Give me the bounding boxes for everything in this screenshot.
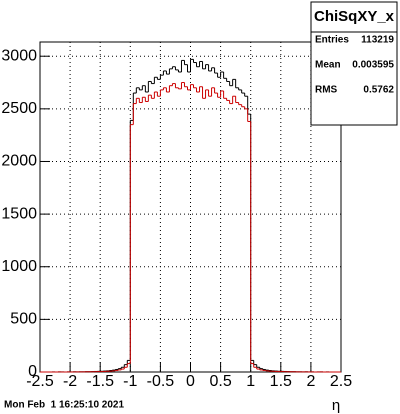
x-tick-label: -1	[123, 373, 137, 390]
stats-label: Entries	[315, 35, 349, 46]
y-tick-label: 2000	[1, 153, 37, 170]
x-tick-label: -2	[63, 373, 77, 390]
stats-value: 0.003595	[352, 60, 394, 71]
x-tick-label: 0	[186, 373, 195, 390]
stats-value: 0.5762	[363, 85, 394, 96]
x-axis-label: η	[332, 397, 340, 414]
y-tick-label: 500	[10, 311, 37, 328]
x-tick-label: -0.5	[147, 373, 175, 390]
stats-title: ChiSqXY_x	[314, 8, 395, 25]
stats-frame	[310, 1, 398, 126]
y-tick-label: 2500	[1, 100, 37, 117]
y-tick-label: 0	[28, 363, 37, 380]
x-tick-label: -2.5	[26, 373, 54, 390]
stats-value: 113219	[361, 35, 394, 46]
stats-label: RMS	[315, 85, 338, 96]
y-tick-label: 1500	[1, 205, 37, 222]
x-tick-label: 1	[246, 373, 255, 390]
series	[40, 82, 341, 373]
timestamp: Mon Feb 1 16:25:10 2021	[4, 400, 124, 411]
stats-box: ChiSqXY_x Entries 113219 Mean 0.003595 RMS 0.…	[310, 1, 398, 126]
x-tick-label: 2.5	[330, 373, 352, 390]
x-tick-label: 2	[306, 373, 315, 390]
x-tick-label: 0.5	[209, 373, 231, 390]
x-tick-label: -1.5	[86, 373, 114, 390]
y-tick-label: 3000	[1, 47, 37, 64]
stats-label: Mean	[315, 60, 341, 71]
y-tick-label: 1000	[1, 258, 37, 275]
x-tick-label: 1.5	[270, 373, 292, 390]
